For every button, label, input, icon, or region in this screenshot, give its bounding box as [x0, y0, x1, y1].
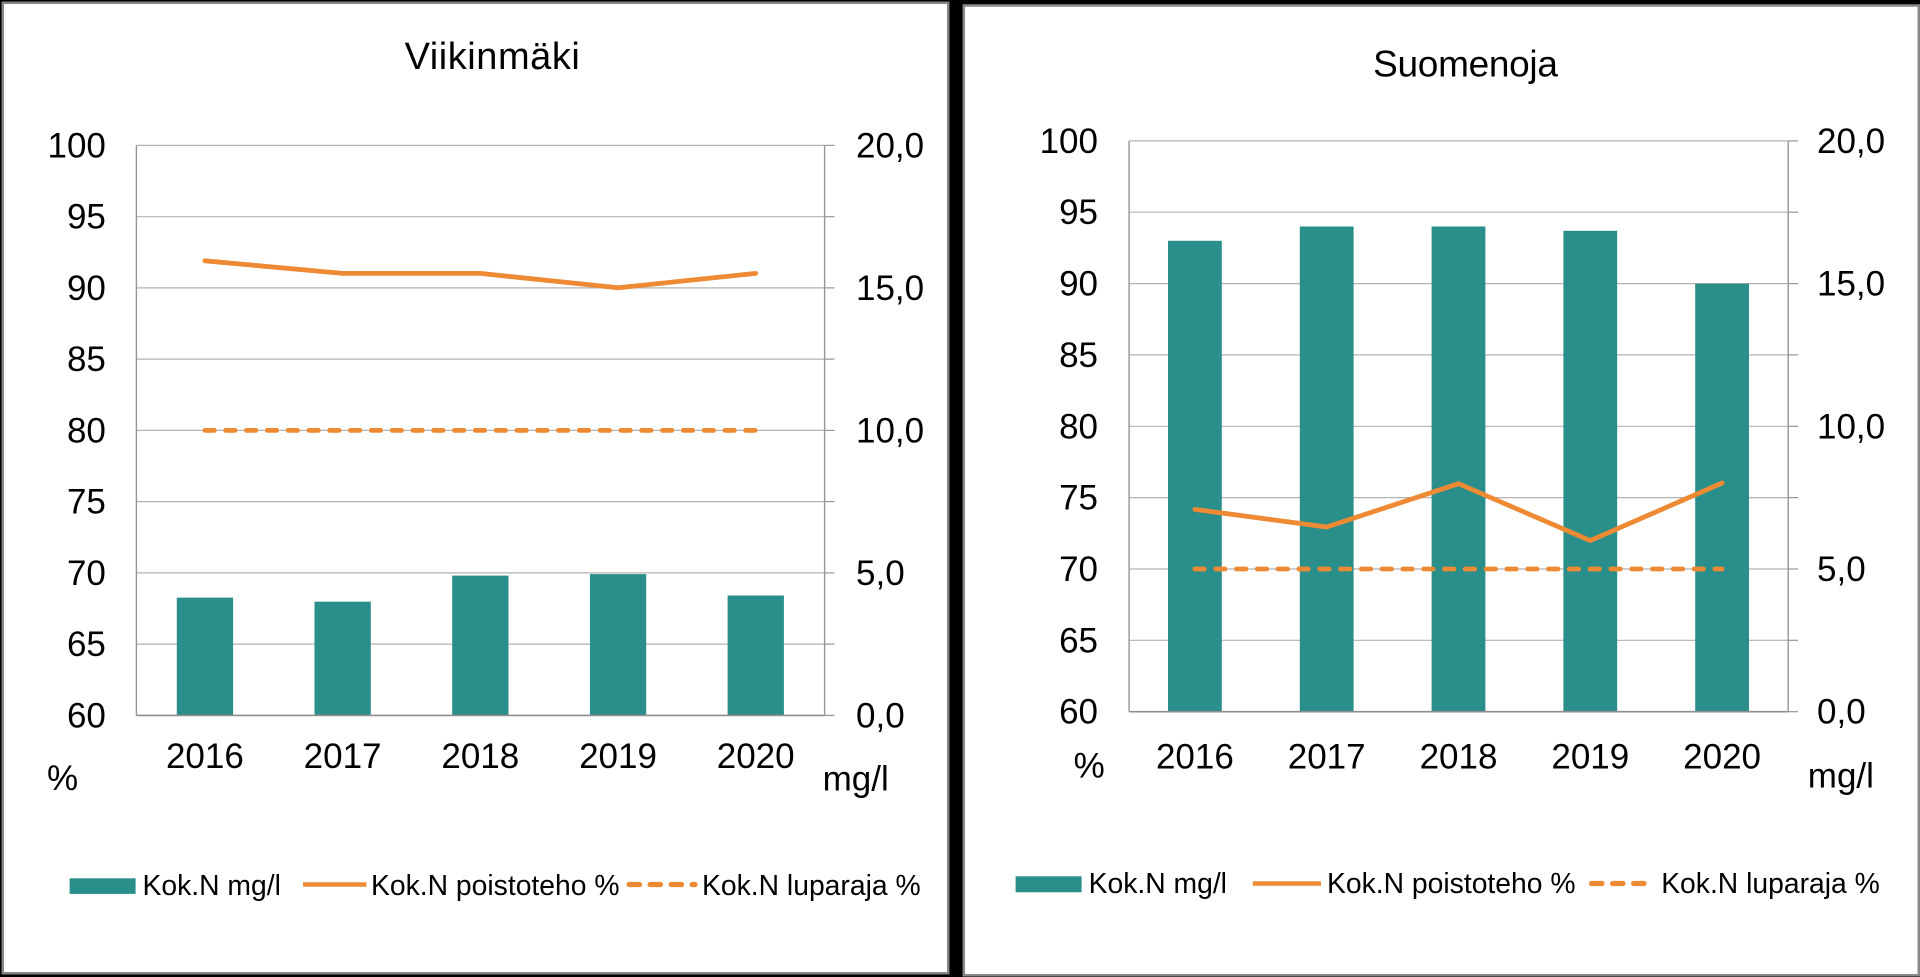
svg-text:100: 100 [47, 126, 105, 165]
svg-text:Suomenoja: Suomenoja [1373, 44, 1558, 85]
svg-text:60: 60 [1059, 693, 1098, 732]
svg-text:75: 75 [67, 483, 106, 522]
svg-text:2020: 2020 [1683, 738, 1761, 777]
svg-text:2020: 2020 [717, 737, 795, 776]
svg-text:100: 100 [1040, 122, 1098, 161]
svg-text:15,0: 15,0 [856, 269, 924, 308]
svg-text:Kok.N poistoteho %: Kok.N poistoteho % [371, 869, 620, 901]
svg-text:%: % [1074, 746, 1105, 785]
svg-text:70: 70 [67, 554, 106, 593]
svg-text:Kok.N poistoteho %: Kok.N poistoteho % [1327, 867, 1576, 899]
svg-text:70: 70 [1059, 550, 1098, 589]
svg-text:65: 65 [1059, 621, 1098, 660]
svg-text:Kok.N luparaja %: Kok.N luparaja % [702, 869, 921, 901]
svg-text:mg/l: mg/l [1808, 757, 1874, 796]
svg-text:Kok.N luparaja %: Kok.N luparaja % [1661, 867, 1880, 899]
svg-text:10,0: 10,0 [1817, 407, 1885, 446]
svg-text:90: 90 [1059, 265, 1098, 304]
svg-text:90: 90 [67, 269, 106, 308]
svg-text:2019: 2019 [1551, 738, 1629, 777]
svg-text:2018: 2018 [441, 737, 519, 776]
svg-text:mg/l: mg/l [823, 760, 889, 799]
svg-text:20,0: 20,0 [1817, 122, 1885, 161]
svg-text:0,0: 0,0 [1817, 693, 1866, 732]
svg-text:2019: 2019 [579, 737, 657, 776]
svg-text:10,0: 10,0 [856, 411, 924, 450]
svg-text:0,0: 0,0 [856, 696, 905, 735]
svg-text:95: 95 [67, 198, 106, 237]
svg-text:2016: 2016 [1156, 738, 1234, 777]
svg-text:2017: 2017 [304, 737, 382, 776]
svg-text:80: 80 [67, 411, 106, 450]
svg-text:15,0: 15,0 [1817, 265, 1885, 304]
svg-text:Kok.N mg/l: Kok.N mg/l [143, 869, 281, 901]
svg-text:5,0: 5,0 [1817, 550, 1866, 589]
svg-text:%: % [47, 759, 78, 798]
svg-text:Viikinmäki: Viikinmäki [405, 36, 581, 78]
svg-text:85: 85 [1059, 336, 1098, 375]
svg-text:60: 60 [67, 696, 106, 735]
svg-text:80: 80 [1059, 407, 1098, 446]
svg-text:85: 85 [67, 340, 106, 379]
svg-text:75: 75 [1059, 479, 1098, 518]
svg-text:Kok.N mg/l: Kok.N mg/l [1089, 867, 1227, 899]
svg-text:5,0: 5,0 [856, 554, 905, 593]
svg-text:65: 65 [67, 625, 106, 664]
svg-text:2016: 2016 [166, 737, 244, 776]
svg-text:2017: 2017 [1288, 738, 1366, 777]
svg-text:2018: 2018 [1420, 738, 1498, 777]
svg-text:20,0: 20,0 [856, 126, 924, 165]
svg-text:95: 95 [1059, 193, 1098, 232]
